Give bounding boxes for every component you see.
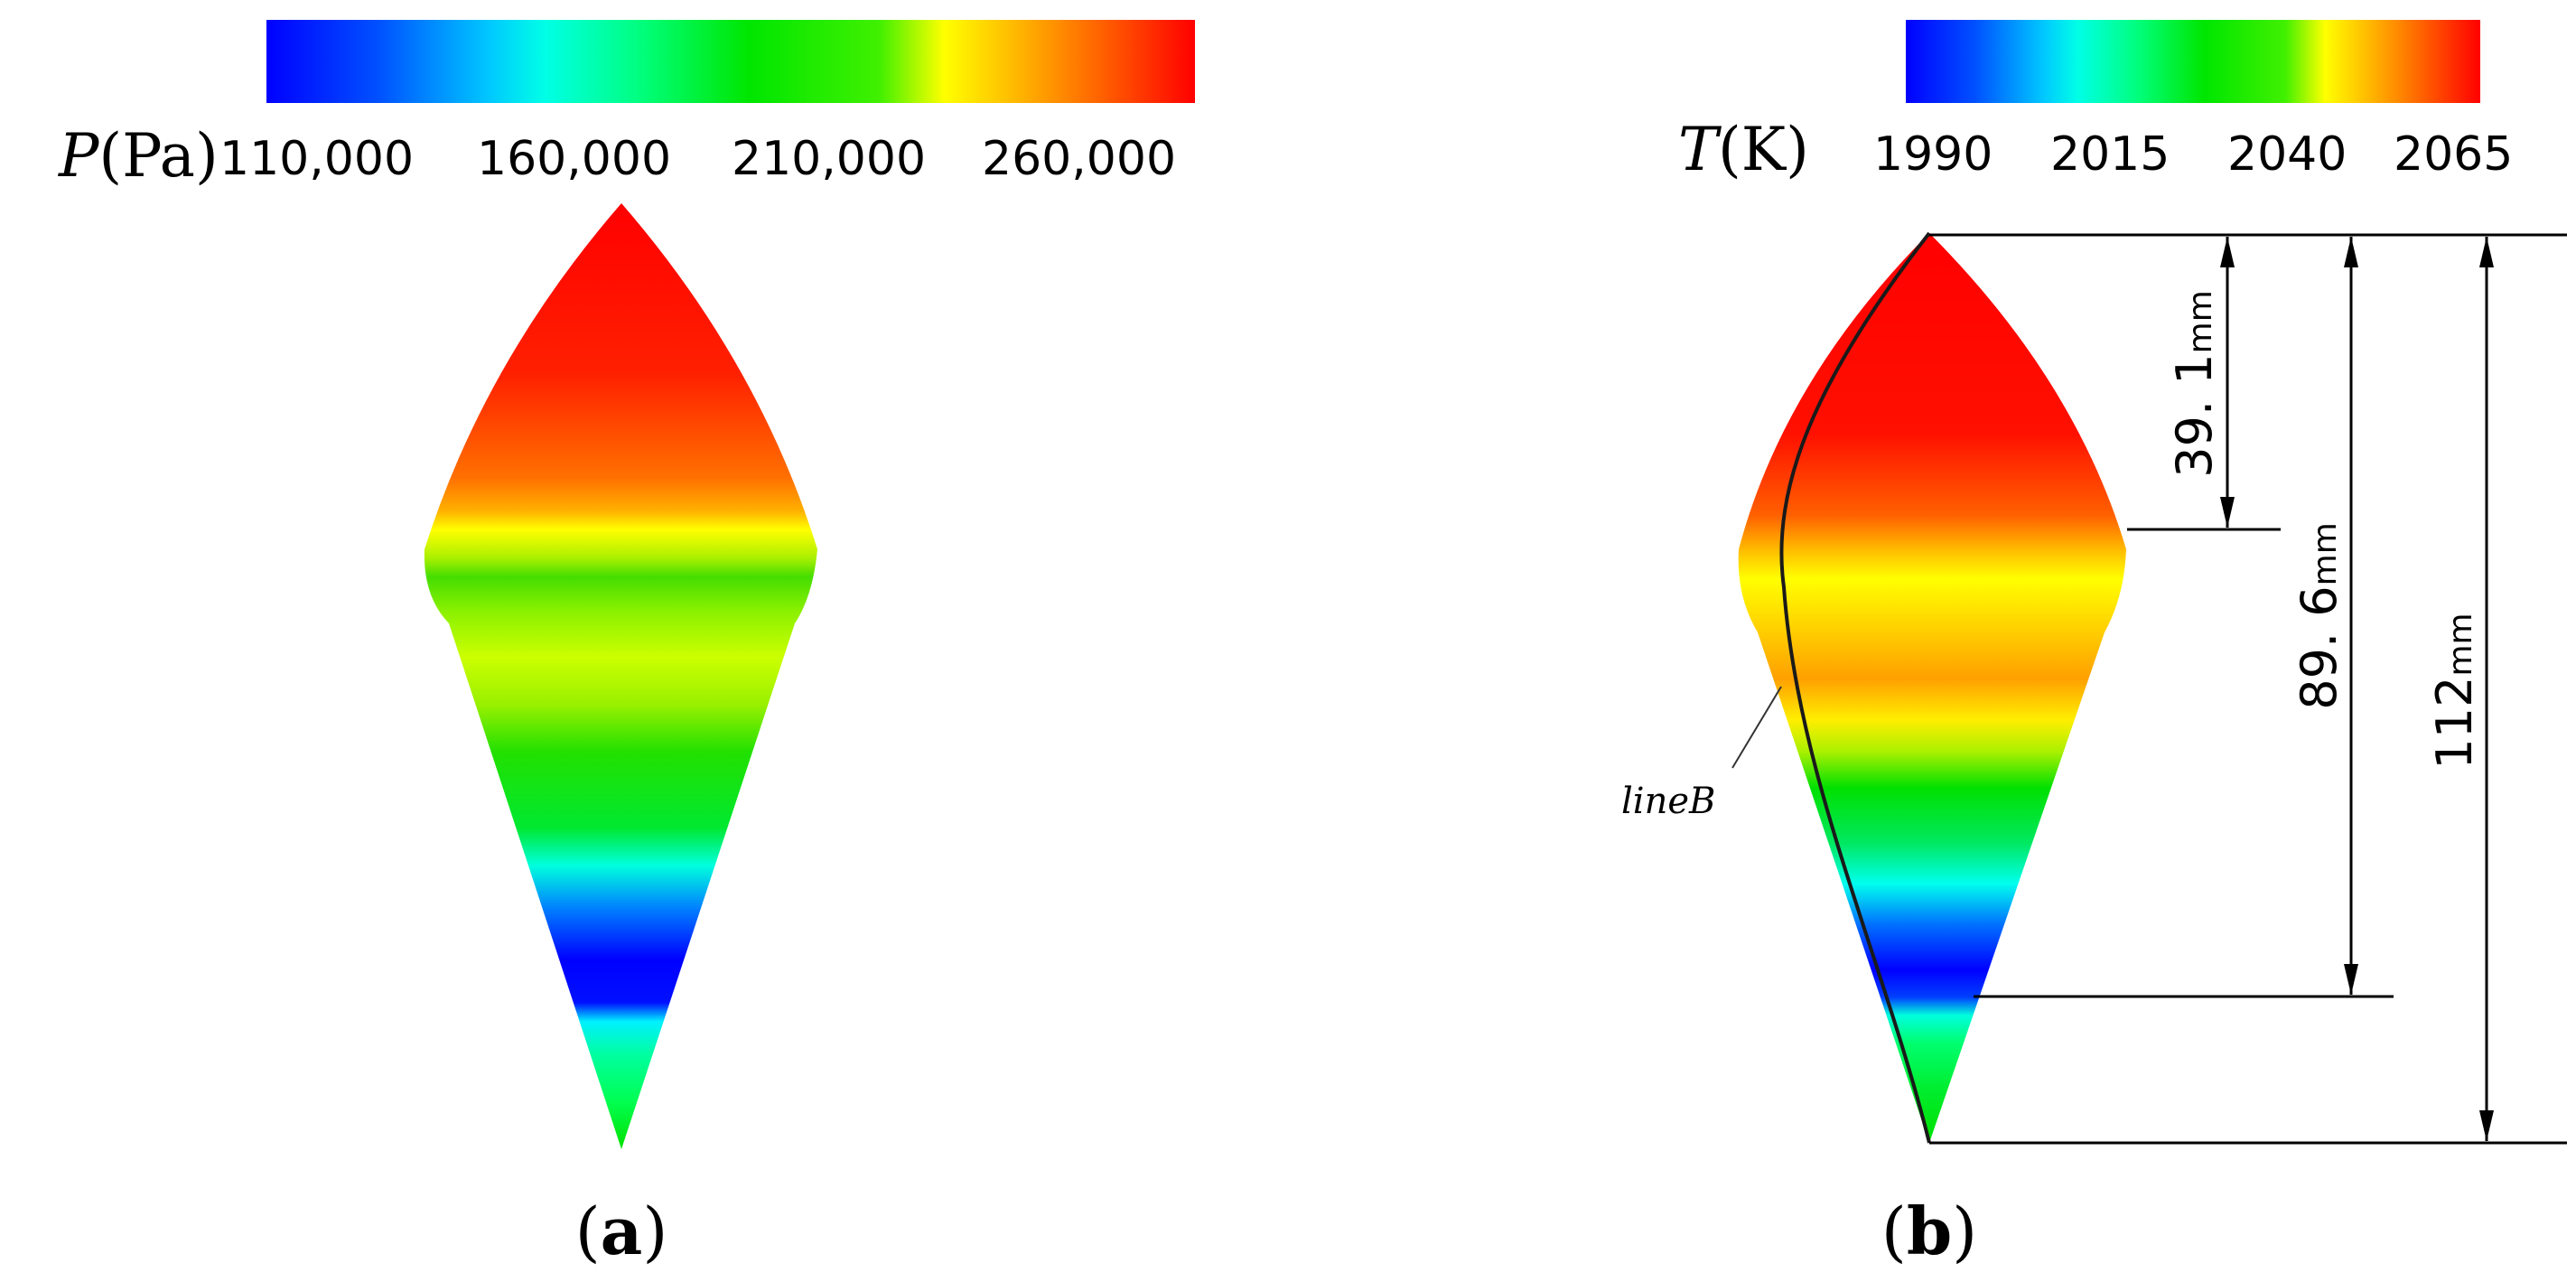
temperature-axis-label: T(K) <box>1678 115 1809 184</box>
pressure-tick-label: 110,000 <box>219 132 414 186</box>
pressure-contour-shape <box>424 203 817 1149</box>
temperature-tick-label: 2065 <box>2394 127 2513 182</box>
panel-a-caption: (a) <box>575 1193 668 1269</box>
line-b-leader <box>1731 686 1782 769</box>
temperature-tick-label: 2015 <box>2050 127 2170 182</box>
dimension-label: 39. 1mm <box>2166 290 2223 478</box>
temperature-tick-label: 1990 <box>1873 127 1993 182</box>
dimension-label: 89. 6mm <box>2291 522 2347 710</box>
panel-b: T(K) 1990 2015 2040 2065 lineB 39. 1mm 8… <box>1621 20 2567 1269</box>
pressure-colorbar <box>266 20 1195 103</box>
pressure-tick-label: 210,000 <box>732 132 926 186</box>
line-b-curve <box>1779 231 1931 1144</box>
temperature-contour-shape <box>1738 233 2126 1143</box>
pressure-axis-label: P(Pa) <box>58 121 219 191</box>
panel-a: P(Pa) 110,000 160,000 210,000 260,000 (a… <box>58 20 1195 1269</box>
temperature-colorbar <box>1906 20 2480 103</box>
line-b-label: lineB <box>1621 781 1715 822</box>
panel-b-caption: (b) <box>1881 1193 1978 1269</box>
pressure-tick-label: 160,000 <box>477 132 671 186</box>
dimension-112: 112mm <box>2426 237 2494 1141</box>
dimension-label: 112mm <box>2426 613 2483 769</box>
temperature-tick-label: 2040 <box>2227 127 2347 182</box>
pressure-tick-label: 260,000 <box>982 132 1176 186</box>
dimension-39-1: 39. 1mm <box>2166 237 2235 528</box>
dimension-89-6: 89. 6mm <box>2291 237 2358 995</box>
